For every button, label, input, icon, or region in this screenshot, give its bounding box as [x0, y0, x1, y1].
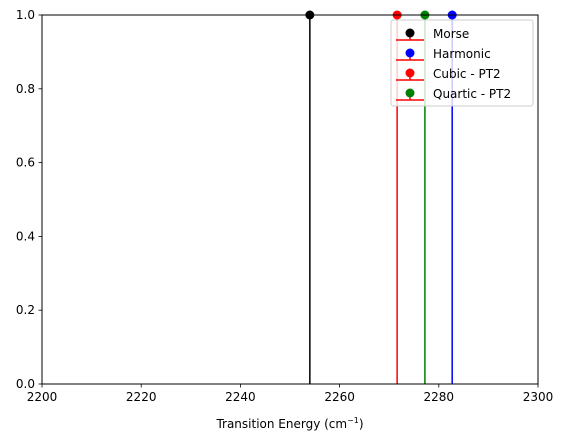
x-axis-label-prefix: Transition Energy (cm	[215, 417, 347, 431]
x-tick-label: 2260	[324, 390, 355, 404]
y-tick-label: 0.4	[16, 229, 35, 243]
x-tick-label: 2280	[424, 390, 455, 404]
x-tick-label: 2300	[523, 390, 554, 404]
legend-marker-swatch	[405, 88, 415, 98]
y-tick-label: 1.0	[16, 8, 35, 22]
x-tick-label: 2220	[126, 390, 157, 404]
y-tick-label: 0.2	[16, 303, 35, 317]
y-tick-label: 0.6	[16, 156, 35, 170]
y-tick-label: 0.8	[16, 82, 35, 96]
legend: Morse Harmonic Cubic - PT2 Quartic - PT2	[390, 19, 534, 107]
x-tick-label: 2240	[225, 390, 256, 404]
tick-layer: 2200 2220 2240 2260 2280 2300 0.0 0.2 0.4 0.6 0.8 1…	[16, 8, 553, 404]
legend-label: Harmonic	[433, 47, 491, 61]
x-axis-label-suffix: )	[359, 417, 364, 431]
legend-label: Cubic - PT2	[433, 67, 501, 81]
x-axis-label: Transition Energy (cm−1)	[215, 416, 363, 431]
plot-frame	[41, 14, 539, 385]
legend-marker-swatch	[405, 48, 415, 58]
legend-label: Quartic - PT2	[433, 87, 511, 101]
legend-label: Morse	[433, 27, 469, 41]
x-tick-label: 2200	[27, 390, 58, 404]
legend-box	[390, 19, 534, 107]
legend-marker-swatch	[405, 28, 415, 38]
y-tick-label: 0.0	[16, 377, 35, 391]
legend-marker-swatch	[405, 68, 415, 78]
x-axis-label-exponent: −1	[347, 416, 359, 425]
